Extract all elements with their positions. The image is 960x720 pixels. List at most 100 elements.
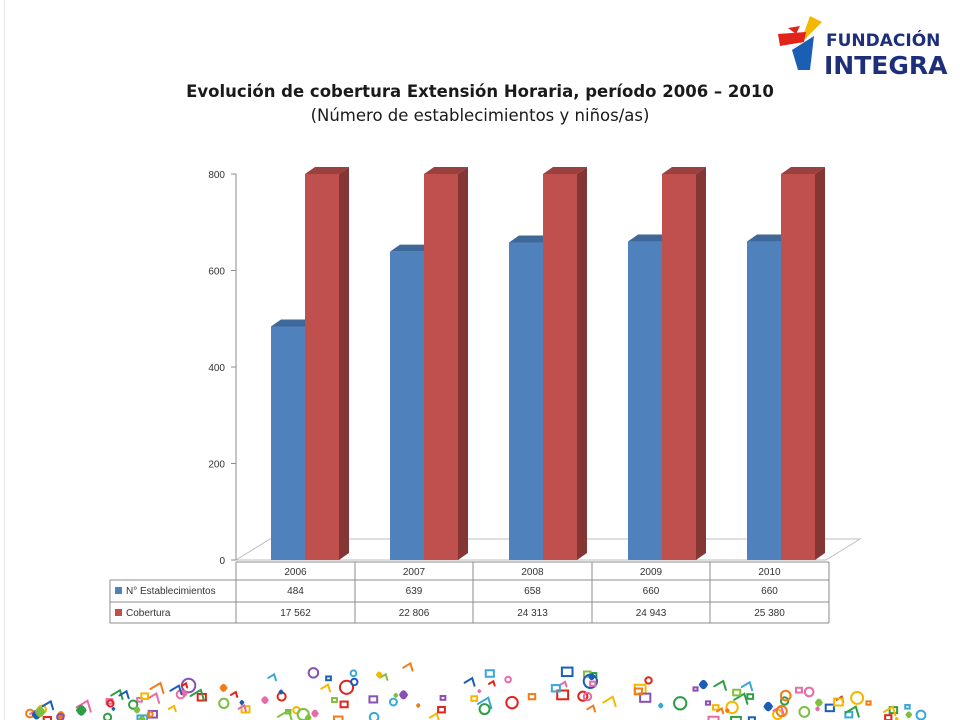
bar-front <box>305 174 339 560</box>
doodle-icon <box>219 683 228 692</box>
bar-side <box>458 167 468 560</box>
bar-side <box>696 167 706 560</box>
x-tick-label: 2008 <box>521 567 544 578</box>
doodle-icon <box>487 679 496 687</box>
data-label: 22 806 <box>399 608 430 619</box>
decorative-doodle-border <box>25 661 927 720</box>
doodle-icon <box>844 705 860 718</box>
slide-border <box>4 0 5 720</box>
doodle-icon <box>582 691 593 702</box>
doodle-icon <box>180 689 188 697</box>
bar-top <box>509 235 553 243</box>
y-tick-label: 400 <box>208 363 225 374</box>
data-label: 639 <box>406 586 423 597</box>
doodle-icon <box>350 677 359 687</box>
chart-title: Evolución de cobertura Extensión Horaria… <box>186 82 774 101</box>
doodle-icon <box>803 686 815 698</box>
doodle-icon <box>470 695 479 702</box>
bar-cobertura <box>305 167 349 560</box>
doodle-icon <box>904 704 911 710</box>
doodle-icon <box>267 672 277 682</box>
logo-line2: INTEGRA <box>824 51 948 80</box>
data-label: 660 <box>643 586 660 597</box>
bar-cobertura <box>424 167 468 560</box>
bar-top <box>747 234 791 242</box>
doodle-icon <box>657 702 664 709</box>
doodle-icon <box>34 706 46 718</box>
doodle-icon <box>368 695 379 704</box>
doodle-icon <box>478 703 491 716</box>
doodle-icon <box>437 705 446 714</box>
doodle-icon <box>398 690 409 700</box>
doodle-icon <box>239 699 245 706</box>
data-label: 658 <box>524 586 541 597</box>
fundacion-integra-logo: FUNDACIÓN INTEGRA <box>778 16 948 80</box>
bar-front <box>509 242 543 560</box>
data-label: 484 <box>287 586 304 597</box>
y-tick-label: 200 <box>208 460 225 471</box>
bars <box>271 167 825 561</box>
doodle-icon <box>320 683 332 693</box>
doodle-icon <box>169 684 183 696</box>
doodle-icon <box>375 671 383 679</box>
doodle-icon <box>707 715 720 720</box>
doodle-icon <box>763 701 774 712</box>
doodle-icon <box>477 689 482 694</box>
doodle-icon <box>296 707 310 720</box>
doodle-icon <box>559 680 568 688</box>
doodle-icon <box>733 692 749 705</box>
doodle-icon <box>779 689 792 702</box>
data-table: 2006 2007 2008 2009 2010 N° Establecimientos 4… <box>109 561 830 624</box>
doodle-icon <box>311 709 319 718</box>
doodle-icon <box>713 679 727 691</box>
logo-mark-icon <box>778 16 822 70</box>
data-label: 24 943 <box>636 608 667 619</box>
doodle-icon <box>865 700 872 706</box>
doodle-icon <box>644 676 653 685</box>
doodle-icon <box>894 716 899 720</box>
doodle-icon <box>133 706 141 714</box>
doodle-icon <box>218 697 230 709</box>
bar-front <box>662 174 696 560</box>
doodle-icon <box>725 700 739 715</box>
doodle-icon <box>333 715 344 720</box>
x-tick-label: 2007 <box>403 567 426 578</box>
doodle-icon <box>577 690 589 702</box>
doodle-icon <box>588 673 596 681</box>
doodle-icon <box>712 704 720 711</box>
doodle-icon <box>463 676 476 687</box>
doodle-icon <box>814 698 823 707</box>
doodle-icon <box>833 697 844 707</box>
bar-front <box>271 326 305 560</box>
doodle-icon <box>884 714 893 720</box>
doodle-icon <box>589 680 597 687</box>
doodle-icon <box>504 675 512 684</box>
doodle-icon <box>393 692 399 698</box>
doodle-icon <box>106 699 115 708</box>
doodle-icon <box>331 697 338 703</box>
chart-subtitle: (Número de establecimientos y niños/as) <box>310 106 650 125</box>
bar-cobertura <box>662 167 706 560</box>
doodle-icon <box>428 711 440 720</box>
legend-swatch <box>115 587 122 594</box>
doodle-icon <box>102 712 113 720</box>
doodle-icon <box>276 708 293 720</box>
doodle-icon <box>905 711 913 719</box>
doodle-icon <box>724 708 730 714</box>
bar-top <box>662 167 706 174</box>
doodle-icon <box>146 710 154 718</box>
doodle-icon <box>815 706 820 712</box>
bar-side <box>339 167 349 560</box>
doodle-icon <box>732 688 742 697</box>
doodle-icon <box>850 690 865 705</box>
x-tick-label: 2010 <box>758 567 781 578</box>
legend-entry: Cobertura <box>126 608 171 619</box>
data-label: 25 380 <box>754 608 785 619</box>
doodle-icon <box>798 705 811 718</box>
doodle-icon <box>633 687 644 696</box>
doodle-icon <box>325 675 332 682</box>
doodle-icon <box>368 711 380 720</box>
doodle-icon <box>586 704 597 713</box>
doodle-icon <box>602 695 617 708</box>
doodle-icon <box>118 689 130 700</box>
